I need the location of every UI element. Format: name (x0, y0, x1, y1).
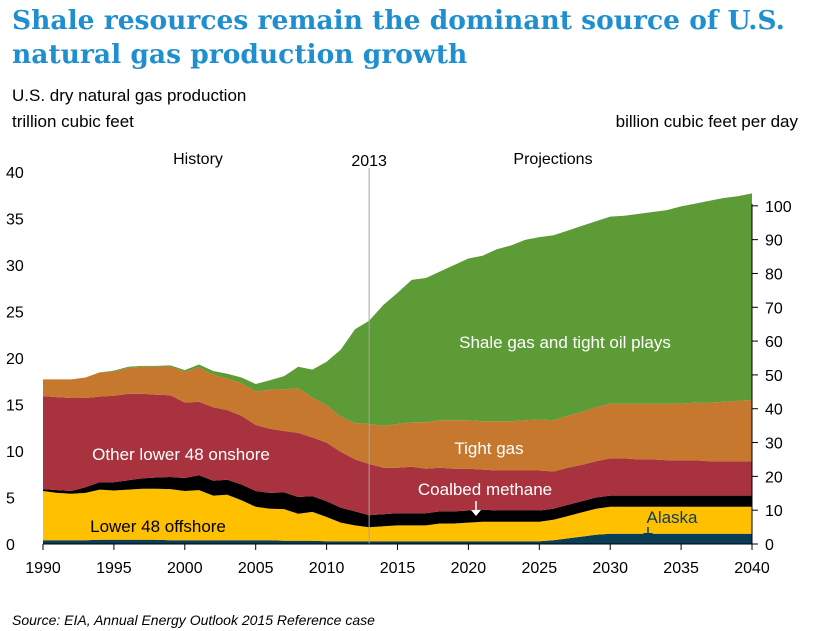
right-tick-label: 10 (765, 503, 783, 520)
right-tick-label: 50 (765, 368, 783, 385)
right-tick-label: 20 (765, 469, 783, 486)
history-label: History (173, 151, 223, 168)
x-tick-label: 2035 (663, 560, 699, 577)
projections-label: Projections (513, 151, 592, 168)
label-alaska: Alaska (646, 508, 698, 527)
area-alaska (43, 533, 752, 544)
right-tick-label: 40 (765, 402, 783, 419)
x-tick-label: 2030 (592, 560, 628, 577)
x-tick-label: 2010 (309, 560, 345, 577)
chart-subtitle: U.S. dry natural gas production (12, 86, 247, 105)
x-tick-label: 2020 (451, 560, 487, 577)
label-coalbed-methane: Coalbed methane (418, 480, 552, 499)
area-shale-gas-and-tight-oil-plays (43, 193, 752, 426)
area-tight-gas (43, 366, 752, 472)
area-coalbed-methane (43, 475, 752, 528)
x-tick-label: 2040 (734, 560, 770, 577)
left-tick-label: 40 (6, 165, 24, 182)
area-lower-48-offshore (43, 488, 752, 542)
left-tick-label: 30 (6, 258, 24, 275)
x-tick-label: 1995 (96, 560, 132, 577)
left-axis-unit: trillion cubic feet (12, 112, 134, 131)
left-tick-label: 0 (6, 537, 15, 554)
label-lower-48-offshore: Lower 48 offshore (90, 517, 226, 536)
right-tick-label: 100 (765, 199, 792, 216)
chart-title: Shale resources remain the dominant sour… (12, 5, 785, 70)
right-tick-label: 80 (765, 266, 783, 283)
x-tick-label: 2025 (522, 560, 558, 577)
left-tick-label: 25 (6, 305, 24, 322)
right-tick-label: 60 (765, 334, 783, 351)
right-tick-label: 0 (765, 537, 774, 554)
right-tick-label: 70 (765, 300, 783, 317)
source-note: Source: EIA, Annual Energy Outlook 2015 … (12, 612, 375, 628)
x-tick-label: 2005 (238, 560, 274, 577)
right-tick-label: 90 (765, 233, 783, 250)
x-tick-label: 1990 (25, 560, 61, 577)
left-tick-label: 15 (6, 398, 24, 415)
x-tick-label: 2000 (167, 560, 203, 577)
left-tick-label: 5 (6, 491, 15, 508)
right-tick-label: 30 (765, 436, 783, 453)
alaska-arrow-head (643, 533, 653, 539)
left-tick-label: 10 (6, 444, 24, 461)
label-shale-gas-and-tight-oil-plays: Shale gas and tight oil plays (459, 333, 671, 352)
left-tick-label: 20 (6, 351, 24, 368)
label-tight-gas: Tight gas (454, 439, 523, 458)
right-axis-unit: billion cubic feet per day (615, 112, 798, 131)
left-tick-label: 35 (6, 212, 24, 229)
x-tick-label: 2015 (380, 560, 416, 577)
label-other-lower-48-onshore: Other lower 48 onshore (92, 445, 270, 464)
area-other-lower-48-onshore (43, 393, 752, 516)
coalbed-arrow-head (471, 510, 481, 516)
divider-label: 2013 (351, 153, 387, 170)
